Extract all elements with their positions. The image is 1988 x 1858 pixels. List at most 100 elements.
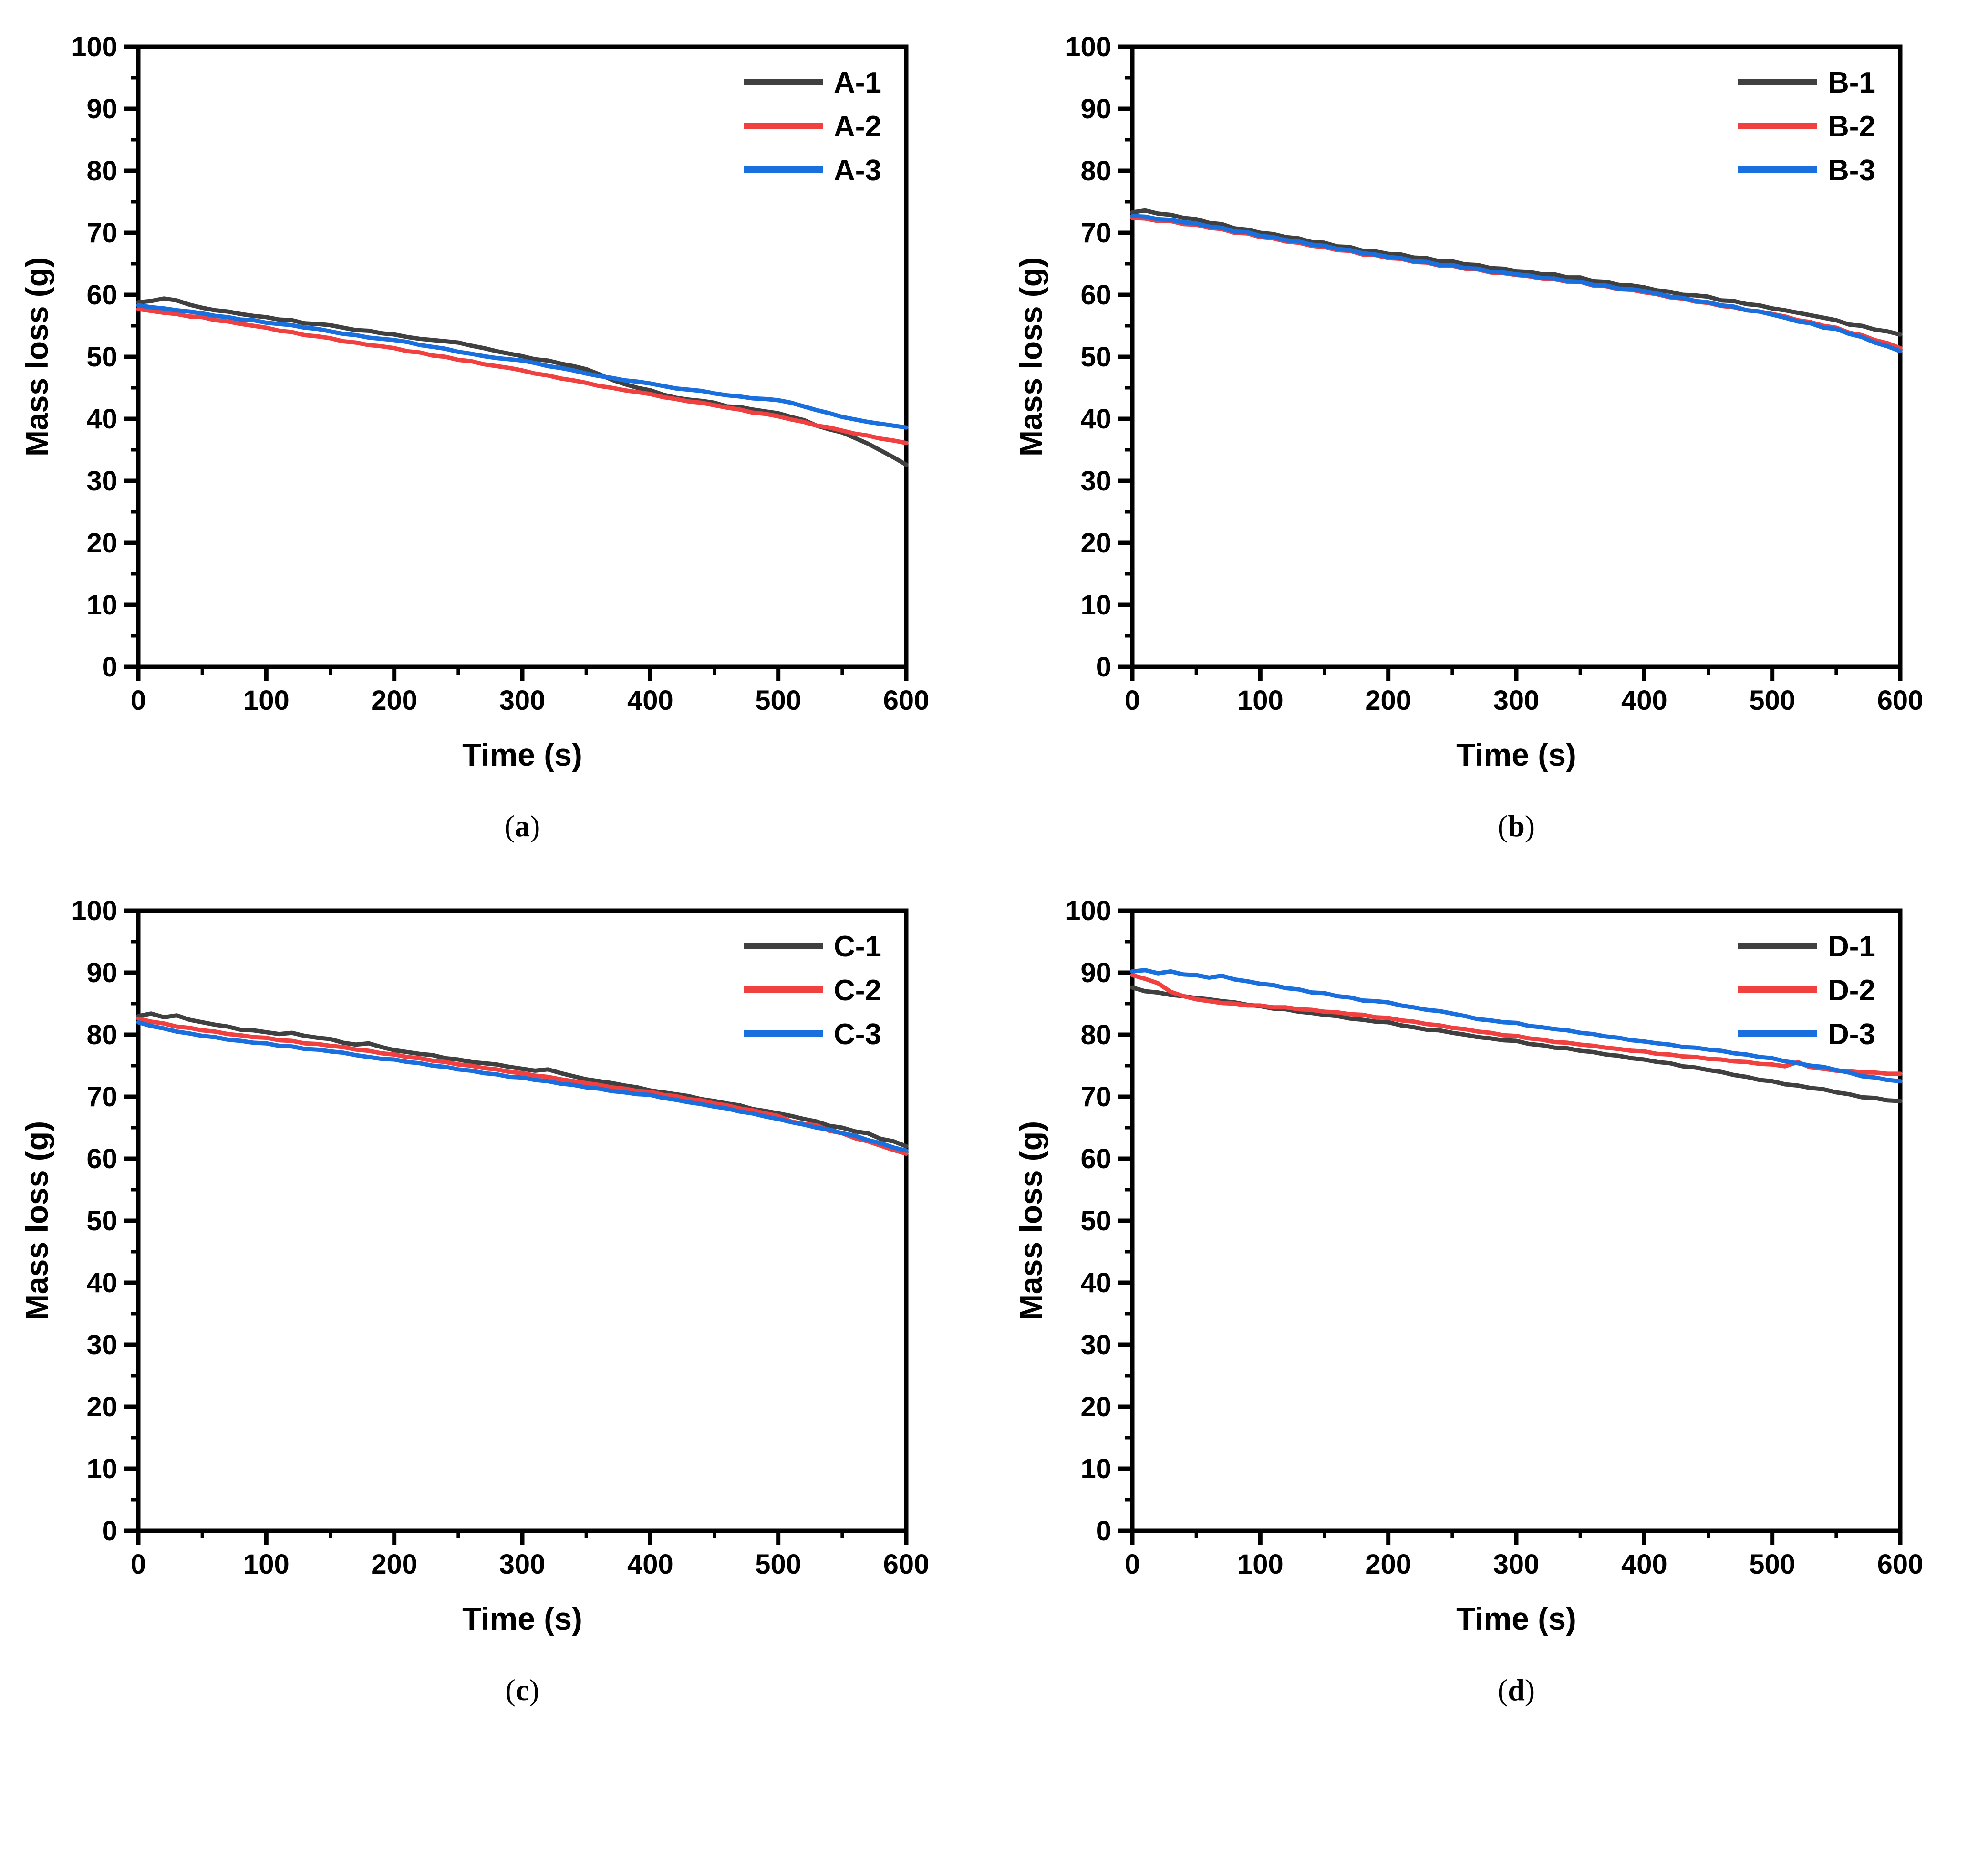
x-tick-label: 600: [883, 685, 930, 716]
y-tick-label: 10: [1080, 590, 1111, 621]
x-tick-label: 0: [1125, 685, 1140, 716]
caption-paren-open: (: [504, 809, 515, 843]
y-tick-label: 80: [86, 156, 117, 187]
series-line-D-2: [1130, 973, 1903, 1076]
y-tick-label: 90: [86, 93, 117, 125]
x-tick-label: 200: [371, 1549, 417, 1580]
y-tick-label: 50: [86, 1205, 117, 1236]
legend-label-C-3: C-3: [834, 1018, 881, 1051]
caption-paren-close: ): [1524, 1673, 1535, 1707]
x-axis-label: Time (s): [1456, 1601, 1576, 1636]
x-tick-label: 500: [755, 685, 801, 716]
x-tick-label: 400: [1621, 685, 1667, 716]
x-tick-label: 0: [131, 1549, 146, 1580]
x-tick-label: 300: [499, 685, 546, 716]
y-tick-label: 40: [86, 404, 117, 435]
panel-c: 0 100 200 300 400 500 600 0 10 20 30 40 50 60 70 80 90 10…: [0, 864, 994, 1728]
series-line-B-1: [1130, 208, 1903, 337]
series-line-D-3: [1130, 968, 1903, 1083]
legend-label-A-3: A-3: [834, 154, 881, 187]
y-axis-label: Mass loss (g): [1013, 1121, 1048, 1320]
y-tick-label: 60: [1080, 280, 1111, 311]
legend-label-D-2: D-2: [1828, 974, 1875, 1007]
x-tick-label: 400: [1621, 1549, 1667, 1580]
y-tick-label: 0: [1096, 1515, 1111, 1547]
legend-label-D-1: D-1: [1828, 930, 1875, 963]
y-tick-label: 100: [71, 31, 117, 62]
series-line-A-2: [136, 307, 909, 446]
series-line-A-1: [136, 296, 909, 467]
y-tick-label: 50: [86, 342, 117, 373]
y-tick-label: 40: [1080, 1267, 1111, 1298]
figure-grid: 0 100 200 300 400 500 600 0 10 20 30 40 50 60 70 80 90 10…: [0, 0, 1924, 1728]
panel-caption-c: (c): [45, 1672, 999, 1708]
y-tick-label: 0: [1096, 652, 1111, 683]
legend-label-A-1: A-1: [834, 66, 881, 99]
y-tick-label: 80: [1080, 156, 1111, 187]
y-tick-label: 20: [1080, 1391, 1111, 1422]
y-axis-label: Mass loss (g): [19, 257, 54, 457]
x-tick-label: 300: [1493, 685, 1540, 716]
y-tick-label: 100: [1065, 31, 1111, 62]
series-line-C-1: [136, 1011, 909, 1149]
x-tick-label: 100: [1237, 685, 1284, 716]
y-tick-label: 30: [86, 466, 117, 497]
chart-d: 0 100 200 300 400 500 600 0 10 20 30 40 50 60 70 80 90 10…: [994, 864, 1988, 1858]
y-tick-label: 30: [1080, 1329, 1111, 1360]
caption-letter: d: [1508, 1673, 1525, 1707]
x-tick-label: 200: [371, 685, 417, 716]
caption-letter: a: [515, 809, 530, 843]
y-tick-label: 0: [102, 1515, 117, 1547]
caption-letter: b: [1508, 809, 1525, 843]
chart-svg-b: 0 100 200 300 400 500 600 0 10 20 30 40 50 60 70 80 90 10…: [1013, 31, 1924, 772]
x-tick-label: 400: [627, 1549, 673, 1580]
legend-label-C-2: C-2: [834, 974, 881, 1007]
series-line-C-3: [136, 1020, 909, 1153]
chart-c: 0 100 200 300 400 500 600 0 10 20 30 40 50 60 70 80 90 10…: [0, 864, 994, 1858]
legend-label-B-3: B-3: [1828, 154, 1875, 187]
y-tick-label: 60: [86, 280, 117, 311]
y-tick-label: 90: [1080, 93, 1111, 125]
chart-svg-d: 0 100 200 300 400 500 600 0 10 20 30 40 50 60 70 80 90 10…: [1013, 895, 1923, 1636]
chart-a: 0 100 200 300 400 500 600 0 10 20 30 40 50 60 70 80 90 10…: [0, 0, 994, 994]
x-axis-label: Time (s): [462, 1601, 582, 1636]
y-tick-label: 60: [1080, 1143, 1111, 1174]
x-tick-label: 200: [1365, 685, 1411, 716]
panel-a: 0 100 200 300 400 500 600 0 10 20 30 40 50 60 70 80 90 10…: [0, 0, 994, 864]
x-axis-label: Time (s): [462, 737, 582, 772]
y-tick-label: 90: [1080, 957, 1111, 988]
caption-paren-close: ): [529, 1673, 539, 1707]
y-tick-label: 70: [86, 218, 117, 249]
caption-paren-open: (: [1497, 1673, 1508, 1707]
y-tick-label: 80: [1080, 1019, 1111, 1050]
caption-paren-open: (: [1497, 809, 1508, 843]
y-tick-label: 10: [86, 1453, 117, 1484]
chart-svg-a: 0 100 200 300 400 500 600 0 10 20 30 40 50 60 70 80 90 10…: [19, 31, 930, 772]
x-tick-label: 400: [627, 685, 673, 716]
y-tick-label: 70: [86, 1081, 117, 1112]
x-tick-label: 100: [243, 685, 290, 716]
y-tick-label: 50: [1080, 1205, 1111, 1236]
y-tick-label: 70: [1080, 1081, 1111, 1112]
caption-paren-open: (: [505, 1673, 516, 1707]
plot-box: [1130, 44, 1903, 669]
x-tick-label: 600: [1877, 685, 1924, 716]
y-tick-label: 60: [86, 1143, 117, 1174]
caption-paren-close: ): [1524, 809, 1535, 843]
y-tick-label: 100: [71, 895, 117, 926]
y-tick-label: 10: [86, 590, 117, 621]
x-tick-label: 0: [131, 685, 146, 716]
legend-label-D-3: D-3: [1828, 1018, 1875, 1051]
caption-letter: c: [515, 1673, 529, 1707]
y-axis-label: Mass loss (g): [1013, 257, 1048, 457]
x-tick-label: 300: [1493, 1549, 1540, 1580]
y-tick-label: 70: [1080, 218, 1111, 249]
y-tick-label: 30: [86, 1329, 117, 1360]
x-tick-label: 600: [883, 1549, 930, 1580]
panel-caption-a: (a): [45, 809, 999, 844]
series-line-A-3: [136, 303, 909, 430]
x-tick-label: 100: [1237, 1549, 1284, 1580]
y-tick-label: 30: [1080, 466, 1111, 497]
series-line-B-2: [1130, 216, 1903, 351]
y-tick-label: 100: [1065, 895, 1111, 926]
